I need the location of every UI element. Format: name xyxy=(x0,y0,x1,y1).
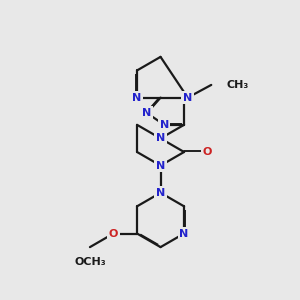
Text: N: N xyxy=(156,188,165,198)
Text: N: N xyxy=(160,120,169,130)
Text: N: N xyxy=(179,229,189,238)
Text: CH₃: CH₃ xyxy=(226,80,248,90)
Text: O: O xyxy=(203,147,212,157)
Text: O: O xyxy=(109,229,118,238)
Text: OCH₃: OCH₃ xyxy=(74,256,106,267)
Text: N: N xyxy=(156,134,165,143)
Text: N: N xyxy=(142,108,152,118)
Text: N: N xyxy=(183,93,192,103)
Text: N: N xyxy=(156,160,165,171)
Text: N: N xyxy=(132,93,142,103)
